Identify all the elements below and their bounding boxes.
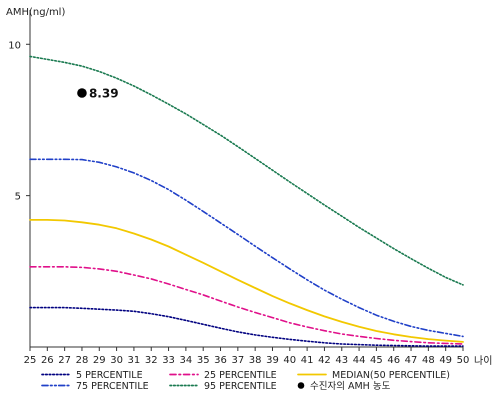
- x-tick-label: 41: [301, 355, 314, 366]
- x-tick-label: 44: [353, 355, 366, 366]
- series-line-75-percentile: [29, 158, 464, 338]
- legend-item: 95 PERCENTILE: [169, 381, 277, 392]
- x-tick-label: 34: [180, 355, 193, 366]
- x-tick-label: 40: [283, 355, 296, 366]
- x-tick-label: 28: [76, 355, 89, 366]
- legend-item: 75 PERCENTILE: [41, 381, 149, 392]
- axes: 5 10 25 26 27 28 29 30 31 32 33 34 35 36 37 38 39 40 41 42 4…: [8, 10, 469, 366]
- x-tick-label: 43: [335, 355, 348, 366]
- x-tick-label: 35: [197, 355, 210, 366]
- y-axis-title: AMH(ng/ml): [6, 7, 65, 18]
- legend-label: 25 PERCENTILE: [204, 370, 277, 381]
- x-tick-label: 50: [457, 355, 470, 366]
- legend-swatch-marker: [297, 382, 305, 389]
- marker-layer: 8.39: [77, 87, 119, 101]
- legend-label: 75 PERCENTILE: [76, 381, 149, 392]
- patient-amh-value-label: 8.39: [89, 87, 119, 101]
- x-tick-label: 27: [58, 355, 71, 366]
- legend-item: 25 PERCENTILE: [169, 370, 277, 381]
- x-tick-label: 45: [370, 355, 383, 366]
- legend: 5 PERCENTILE 25 PERCENTILE MEDIAN(50 PERCE…: [41, 370, 450, 392]
- x-tick-label: 39: [266, 355, 279, 366]
- x-tick-label: 26: [41, 355, 54, 366]
- x-tick-label: 38: [249, 355, 262, 366]
- x-tick-label: 47: [405, 355, 418, 366]
- x-tick-label: 33: [162, 355, 175, 366]
- series-layer: [29, 55, 464, 347]
- legend-label: 수진자의 AMH 농도: [310, 381, 391, 392]
- series-line-5-percentile: [29, 306, 464, 347]
- y-tick-label: 5: [15, 192, 21, 203]
- series-line-95-percentile: [29, 55, 464, 286]
- x-tick-label: 42: [318, 355, 331, 366]
- x-tick-label: 49: [439, 355, 452, 366]
- x-axis-title: 나이: [474, 355, 492, 367]
- y-tick-label: 10: [8, 40, 21, 51]
- x-tick-label: 46: [387, 355, 400, 366]
- legend-label: MEDIAN(50 PERCENTILE): [332, 370, 450, 381]
- x-tick-label: 37: [231, 355, 244, 366]
- series-line-25-percentile: [29, 265, 464, 345]
- x-tick-label: 30: [110, 355, 123, 366]
- x-tick-label: 31: [128, 355, 141, 366]
- x-tick-label: 25: [24, 355, 37, 366]
- legend-label: 5 PERCENTILE: [76, 370, 143, 381]
- x-tick-label: 29: [93, 355, 106, 366]
- legend-item: 5 PERCENTILE: [41, 370, 143, 381]
- x-tick-label: 36: [214, 355, 227, 366]
- legend-item: 수진자의 AMH 농도: [297, 381, 391, 392]
- patient-amh-point: [77, 88, 87, 98]
- legend-label: 95 PERCENTILE: [204, 381, 277, 392]
- x-tick-label: 48: [422, 355, 435, 366]
- series-line-median-50-percentile: [29, 218, 464, 343]
- legend-item: MEDIAN(50 PERCENTILE): [297, 370, 450, 381]
- x-tick-label: 32: [145, 355, 158, 366]
